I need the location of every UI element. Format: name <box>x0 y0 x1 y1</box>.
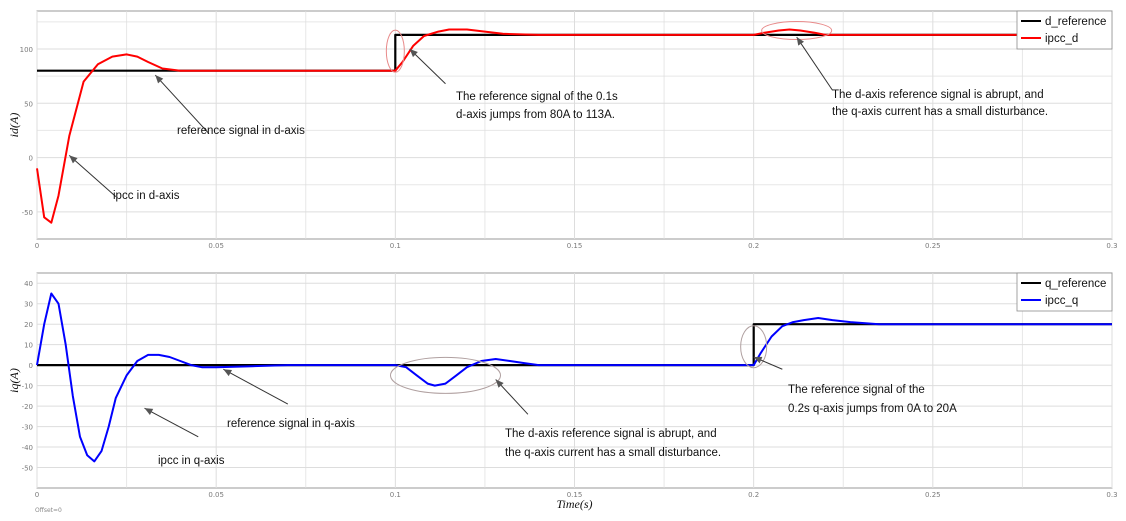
x-tick-label: 0.1 <box>390 491 401 499</box>
x-tick-label: 0.2 <box>748 491 759 499</box>
legend-label: ipcc_d <box>1045 33 1078 45</box>
x-tick-label: 0 <box>35 242 39 250</box>
y-tick-label: 0 <box>29 362 33 370</box>
y-tick-label: 50 <box>24 100 33 108</box>
annotation-text: The d-axis reference signal is abrupt, a… <box>832 89 1044 101</box>
annotation-text: reference signal in q-axis <box>227 418 355 430</box>
legend-label: q_reference <box>1045 278 1106 290</box>
y-tick-label: 30 <box>24 301 33 309</box>
subplot-1: 0 0.05 0.1 0.15 0.2 0.25 0.3 -50 0 50 100 id(A) refe… <box>7 10 1118 250</box>
y-tick-label: -50 <box>22 209 33 217</box>
x-tick-label: 0.1 <box>390 242 401 250</box>
annotation-arrow <box>68 155 117 198</box>
annotation-text: 0.2s q-axis jumps from 0A to 20A <box>788 403 957 415</box>
y-axis-label: iq(A) <box>7 368 21 393</box>
annotation-text: the q-axis current has a small disturban… <box>505 447 721 459</box>
annotation-text: The reference signal of the <box>788 384 925 396</box>
annotation-text: The reference signal of the 0.1s <box>456 91 618 103</box>
y-tick-label: 20 <box>24 321 33 329</box>
highlight-ellipse <box>740 325 768 369</box>
y-tick-label: -50 <box>22 465 33 473</box>
annotation-text: reference signal in d-axis <box>177 125 305 137</box>
subplot-2: 0 0.05 0.1 0.15 0.2 0.25 0.3 -50 -40 -30 -20 -10 0 10… <box>7 272 1118 511</box>
y-tick-label: 100 <box>20 46 33 54</box>
x-tick-label: 0.3 <box>1106 491 1117 499</box>
annotation-arrow <box>796 36 833 91</box>
legend: d_reference ipcc_d <box>1016 10 1113 50</box>
highlight-ellipse <box>390 356 501 394</box>
x-tick-label: 0.2 <box>748 242 759 250</box>
x-tick-label: 0.05 <box>208 491 224 499</box>
annotation-text: the q-axis current has a small disturban… <box>832 106 1048 118</box>
y-tick-label: -20 <box>22 403 33 411</box>
legend-box <box>1016 10 1113 50</box>
annotation-text: The d-axis reference signal is abrupt, a… <box>505 428 717 440</box>
y-tick-label: -10 <box>22 383 33 391</box>
y-tick-label: 10 <box>24 342 33 350</box>
annotation-text: d-axis jumps from 80A to 113A. <box>456 109 615 121</box>
legend-label: ipcc_q <box>1045 295 1078 307</box>
x-tick-label: 0.15 <box>567 242 583 250</box>
highlight-ellipse <box>385 29 405 73</box>
annotation-arrow <box>223 368 289 405</box>
x-tick-label: 0.3 <box>1106 242 1117 250</box>
y-axis-label: id(A) <box>7 113 21 138</box>
annotation-arrow <box>495 379 529 415</box>
annotation-text: ipcc in d-axis <box>113 190 180 202</box>
highlight-ellipse <box>761 21 833 41</box>
annotation-arrow <box>409 48 446 85</box>
legend-label: d_reference <box>1045 16 1106 28</box>
series-line-ipcc_q <box>36 292 1112 463</box>
y-tick-label: -30 <box>22 424 33 432</box>
annotation-arrow <box>154 74 210 135</box>
annotation-arrow <box>144 407 199 438</box>
x-tick-label: 0.15 <box>567 491 583 499</box>
x-tick-label: 0.25 <box>925 242 941 250</box>
offset-label: Offset=0 <box>35 507 62 514</box>
x-tick-label: 0.25 <box>925 491 941 499</box>
annotation-text: ipcc in q-axis <box>158 455 225 467</box>
y-tick-label: -40 <box>22 444 33 452</box>
legend-box <box>1016 272 1113 312</box>
y-tick-label: 0 <box>29 155 33 163</box>
x-tick-label: 0.05 <box>208 242 224 250</box>
y-tick-label: 40 <box>24 280 33 288</box>
x-tick-label: 0 <box>35 491 39 499</box>
annotation-arrow <box>753 356 783 370</box>
x-axis-label: Time(s) <box>557 497 593 511</box>
legend: q_reference ipcc_q <box>1016 272 1113 312</box>
